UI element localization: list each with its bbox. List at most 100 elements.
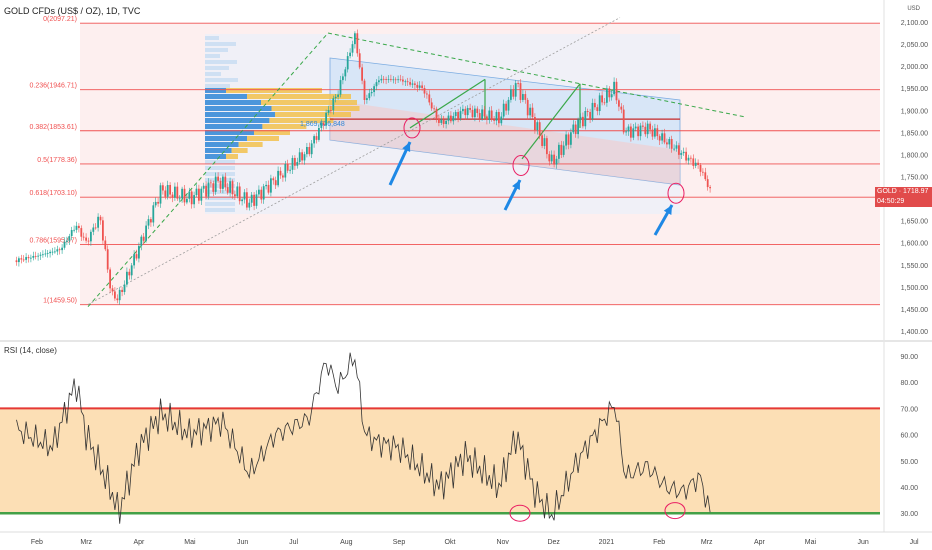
candle-body — [368, 93, 371, 99]
candle-body — [632, 128, 635, 138]
candle-body — [289, 169, 291, 171]
time-tick: Sep — [393, 539, 406, 546]
candle-body — [157, 201, 159, 204]
candle-body — [229, 181, 231, 193]
candle-body — [457, 112, 459, 119]
candle-body — [661, 133, 663, 141]
candle-body — [548, 154, 551, 162]
candle-body — [109, 269, 111, 289]
candle-body — [536, 122, 539, 131]
candle-body — [133, 254, 135, 266]
candle-body — [205, 185, 207, 197]
candle-body — [147, 219, 150, 226]
candle-body — [404, 81, 407, 83]
candle-body — [102, 220, 104, 241]
candle-body — [694, 162, 697, 166]
candle-body — [486, 116, 488, 121]
candle-body — [46, 253, 49, 254]
candle-body — [195, 188, 198, 196]
candle-body — [452, 116, 455, 122]
volume-bar-yellow — [247, 136, 279, 141]
time-tick: Okt — [445, 539, 456, 546]
candle-body — [56, 249, 59, 252]
candle-body — [644, 126, 647, 135]
volume-bar-blue — [205, 118, 270, 123]
price-tick: 1,750.00 — [901, 174, 928, 181]
candle-body — [565, 134, 567, 146]
chart-title: GOLD CFDs (US$ / OZ), 1D, TVC — [4, 6, 141, 16]
volume-bar-light — [205, 178, 235, 182]
candle-body — [402, 79, 404, 82]
candle-body — [97, 216, 99, 228]
candle-body — [390, 79, 392, 80]
candle-body — [174, 186, 176, 198]
candle-body — [298, 152, 301, 162]
candle-body — [378, 80, 380, 83]
candle-body — [428, 94, 431, 103]
candle-body — [514, 83, 517, 97]
candle-body — [678, 145, 680, 155]
candle-body — [582, 116, 584, 127]
candle-body — [75, 225, 78, 230]
candle-body — [454, 112, 457, 117]
candle-body — [586, 111, 589, 112]
volume-bar-yellow — [254, 130, 290, 135]
candle-body — [61, 247, 63, 251]
candle-body — [510, 89, 512, 100]
candle-body — [522, 94, 524, 100]
candle-body — [58, 249, 61, 251]
candle-body — [380, 78, 383, 81]
time-tick: Apr — [754, 539, 766, 546]
candle-body — [601, 95, 603, 103]
candle-body — [450, 115, 452, 122]
candle-body — [337, 94, 339, 97]
candle-body — [178, 198, 181, 200]
candle-body — [637, 126, 639, 137]
candle-body — [318, 127, 320, 140]
candle-body — [349, 52, 351, 57]
candle-body — [502, 103, 505, 117]
candle-body — [596, 107, 599, 112]
candle-body — [310, 143, 313, 155]
candle-body — [260, 189, 263, 200]
price-tick: 1,400.00 — [901, 329, 928, 336]
candle-body — [339, 80, 342, 95]
candle-body — [382, 78, 385, 80]
candle-body — [668, 139, 671, 145]
rsi-tick: 40.00 — [900, 485, 918, 492]
candle-body — [680, 153, 683, 155]
fib-zone — [80, 244, 880, 305]
candle-body — [315, 136, 318, 140]
candle-body — [673, 148, 675, 150]
candle-body — [272, 178, 275, 181]
candle-body — [250, 194, 253, 203]
candle-body — [589, 111, 591, 119]
candle-body — [20, 258, 23, 260]
candle-body — [313, 136, 315, 144]
candle-body — [594, 102, 596, 108]
candle-body — [92, 227, 95, 232]
candle-body — [222, 176, 224, 189]
volume-bar-blue — [205, 130, 254, 135]
candle-body — [106, 249, 109, 270]
candle-body — [130, 265, 133, 276]
candle-body — [608, 88, 611, 98]
candle-body — [430, 102, 433, 109]
green-leg-1 — [409, 78, 486, 129]
volume-bar-light — [205, 190, 235, 194]
candle-body — [500, 116, 503, 124]
candle-body — [435, 108, 438, 119]
candle-body — [342, 76, 344, 81]
candle-body — [286, 164, 289, 171]
candle-body — [476, 108, 479, 114]
candle-body — [471, 109, 474, 118]
time-tick: Mai — [184, 539, 196, 546]
candle-body — [553, 154, 555, 165]
trend-line-up — [87, 32, 329, 308]
candle-body — [121, 289, 123, 292]
price-tick: 1,850.00 — [901, 130, 928, 137]
candle-body — [279, 170, 282, 176]
candle-body — [186, 198, 188, 203]
candle-body — [687, 157, 690, 161]
